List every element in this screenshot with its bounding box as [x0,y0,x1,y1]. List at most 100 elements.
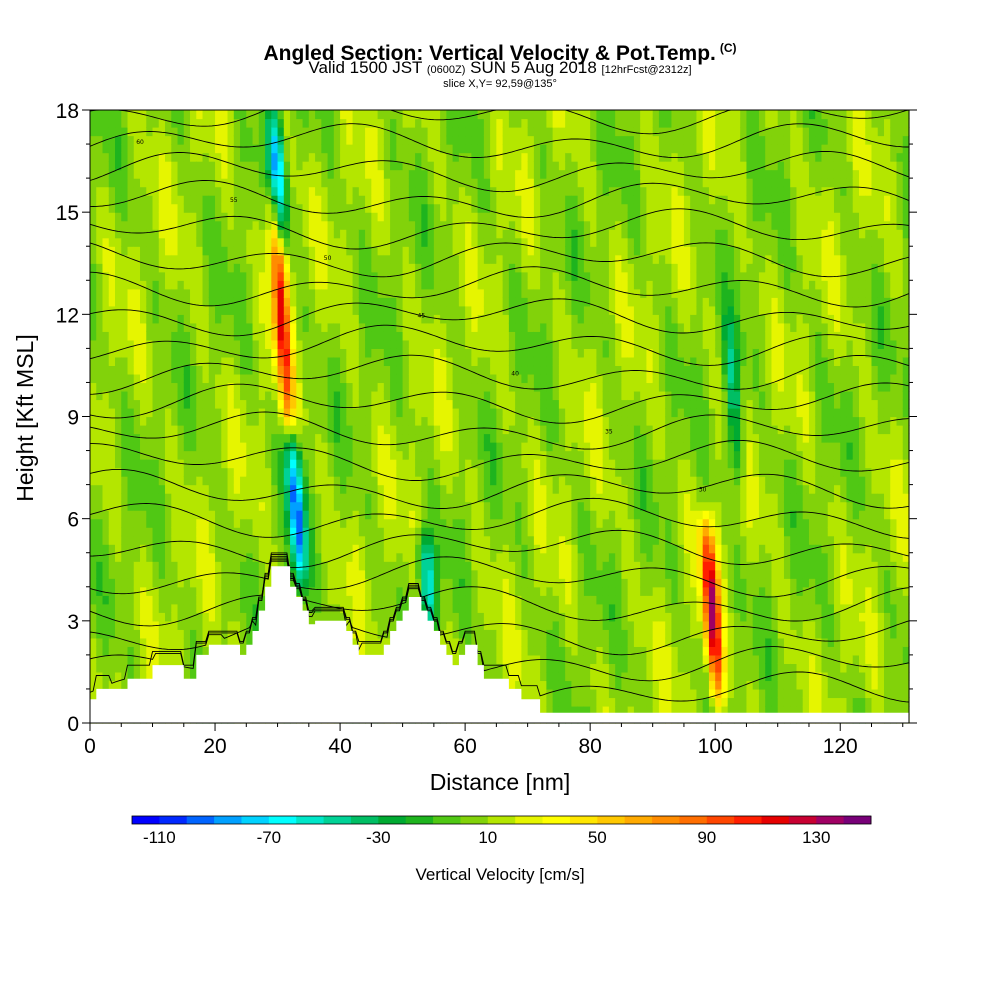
field-cell [246,527,254,537]
field-cell [321,484,329,494]
field-cell [471,416,479,426]
field-cell [458,186,466,196]
field-cell [246,161,254,171]
field-cell [352,203,360,213]
field-cell [415,416,422,426]
field-cell [415,433,422,443]
field-cell [427,152,435,162]
field-cell [315,348,322,358]
field-cell [277,254,285,264]
field-cell [421,399,429,409]
field-cell [171,510,179,520]
field-cell [152,535,160,545]
field-cell [340,271,347,281]
field-cell [283,322,291,332]
field-cell [502,373,510,384]
field-cell [127,603,135,613]
field-cell [233,127,241,137]
field-cell [252,544,260,554]
field-cell [396,544,404,554]
field-cell [408,365,416,375]
field-cell [127,586,135,596]
field-cell [490,459,497,469]
field-cell [427,356,435,367]
field-cell [515,484,522,494]
field-cell [290,297,297,307]
field-cell [377,561,385,571]
field-cell [177,399,185,409]
field-cell [102,212,110,222]
field-cell [158,407,166,418]
field-cell [102,646,110,656]
field-cell [165,280,172,290]
field-cell [227,518,235,528]
field-cell [383,314,391,324]
field-cell [352,178,360,188]
field-cell [177,271,185,281]
field-cell [296,416,304,426]
field-cell [402,118,410,128]
field-cell [296,186,304,196]
field-cell [183,544,191,554]
field-cell [171,297,179,307]
field-cell [340,501,347,511]
field-cell [490,127,497,137]
field-cell [496,450,504,460]
field-cell [465,629,472,639]
field-cell [290,110,297,120]
field-cell [127,501,135,511]
field-cell [521,552,529,562]
field-cell [415,212,422,222]
field-cell [296,220,304,230]
field-cell [346,169,354,179]
field-cell [440,544,447,554]
field-cell [415,271,422,281]
field-cell [240,595,247,605]
field-cell [433,382,441,392]
field-cell [96,127,104,137]
field-cell [477,425,485,435]
field-cell [396,527,404,537]
field-cell [202,518,210,528]
field-cell [490,305,497,315]
field-cell [333,246,341,256]
field-cell [327,127,335,137]
field-cell [283,390,291,401]
field-cell [452,578,460,588]
field-cell [508,680,516,690]
field-cell [440,144,447,154]
field-cell [346,178,354,188]
field-cell [171,356,179,367]
field-cell [290,237,297,247]
field-cell [346,254,354,264]
field-cell [171,305,179,315]
field-cell [146,314,154,324]
field-cell [146,186,154,196]
field-cell [352,467,360,477]
field-cell [221,518,229,528]
field-cell [90,314,97,324]
field-cell [102,203,110,213]
field-cell [265,390,272,401]
field-cell [96,603,104,613]
field-cell [183,433,191,443]
field-cell [483,535,491,545]
field-cell [440,382,447,392]
field-cell [383,322,391,332]
field-cell [102,467,110,477]
field-cell [490,263,497,273]
field-cell [333,356,341,367]
field-cell [115,654,122,664]
field-cell [433,544,441,554]
field-cell [471,425,479,435]
field-cell [233,501,241,511]
field-cell [308,501,316,511]
field-cell [227,459,235,469]
field-cell [327,297,335,307]
field-cell [340,425,347,435]
field-cell [440,348,447,358]
field-cell [90,348,97,358]
field-cell [96,544,104,554]
field-cell [371,399,379,409]
field-cell [221,501,229,511]
